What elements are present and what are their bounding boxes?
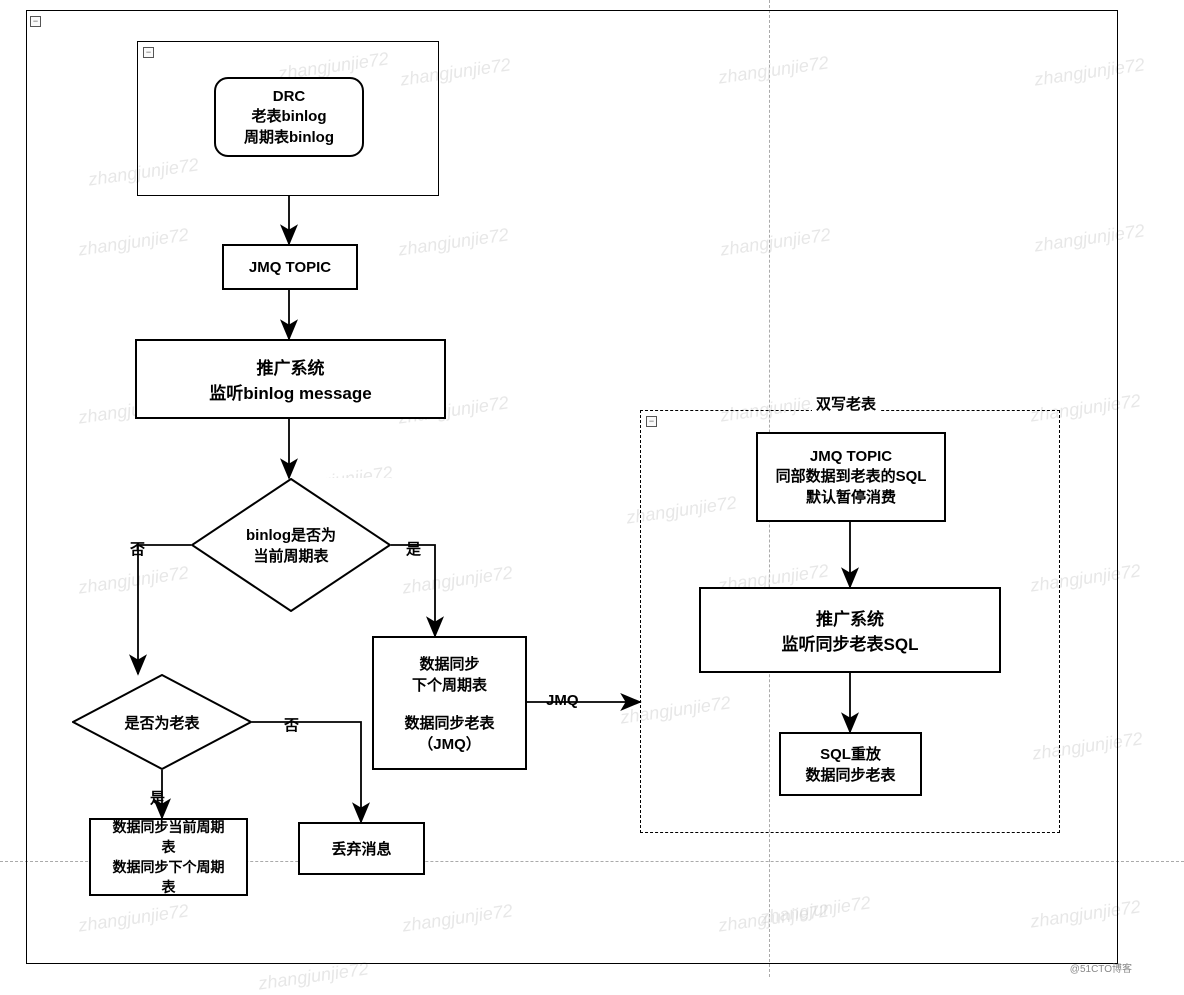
node-sync-current: 数据同步当前周期表数据同步下个周期表 [89, 818, 248, 896]
edge-label-no: 否 [130, 538, 145, 559]
node-jmq-topic-2: JMQ TOPIC同部数据到老表的SQL默认暂停消费 [756, 432, 946, 522]
node-jmq-topic: JMQ TOPIC [222, 244, 358, 290]
edge-label-yes: 是 [406, 538, 421, 559]
edge-label-jmq: JMQ [546, 692, 579, 709]
node-decision-old-table: 是否为老表 [72, 674, 252, 770]
node-discard: 丢弃消息 [298, 822, 425, 875]
node-sync-next: 数据同步下个周期表 数据同步老表（JMQ） [372, 636, 527, 770]
node-listen-binlog: 推广系统监听binlog message [135, 339, 446, 419]
node-listen-sql: 推广系统监听同步老表SQL [699, 587, 1001, 673]
collapse-icon: − [646, 416, 657, 427]
node-decision-binlog: binlog是否为当前周期表 [191, 478, 391, 612]
collapse-icon: − [143, 47, 154, 58]
node-sql-replay: SQL重放数据同步老表 [779, 732, 922, 796]
edge-label-yes: 是 [150, 787, 165, 808]
group-right-title: 双写老表 [812, 393, 880, 414]
edge-label-no: 否 [284, 714, 299, 735]
collapse-icon: − [30, 16, 41, 27]
node-drc: DRC老表binlog周期表binlog [214, 77, 364, 157]
flowchart-canvas: zhangjunjie72zhangjunjie72zhangjunjie72z… [0, 0, 1184, 977]
credit-text: @51CTO博客 [1070, 960, 1132, 975]
